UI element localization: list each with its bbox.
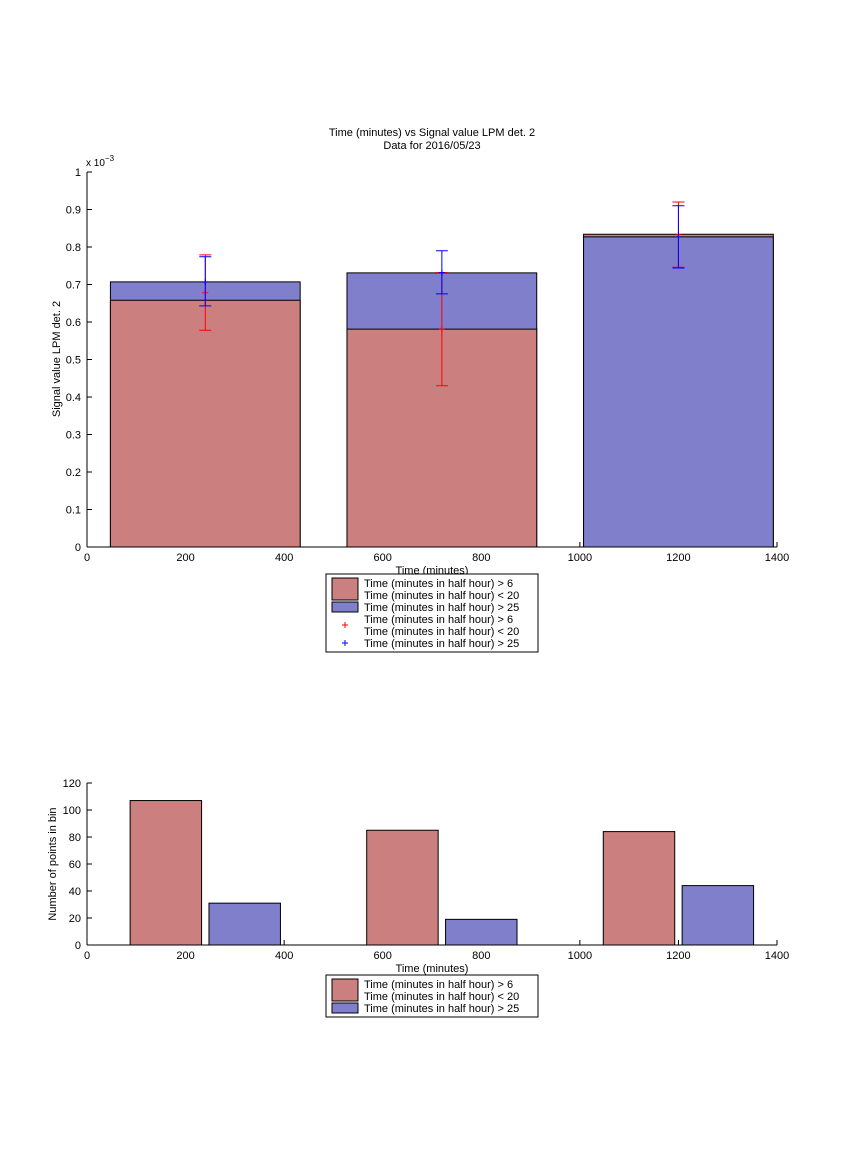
y-exponent-label: x 10−3: [86, 154, 115, 169]
legend-label: Time (minutes in half hour) < 20: [364, 626, 519, 638]
bar: [445, 918, 518, 946]
top-plot-area: 0 200 400 600 800 1000 1200 1400 0 0.1 0.2 0.3 0.4 0.…: [66, 167, 790, 564]
y-tick-label: 120: [63, 778, 81, 790]
x-tick-label: 200: [176, 552, 194, 564]
x-tick-label: 1400: [765, 950, 789, 962]
bar: [208, 902, 281, 946]
x-tick-label: 0: [84, 552, 90, 564]
y-tick-label: 0.9: [66, 205, 81, 217]
bottom-chart: 0 200 400 600 800 1000 1200 1400 0 20 40 60 80 100 120…: [47, 778, 790, 1018]
y-tick-label: 0.5: [66, 355, 81, 367]
legend-swatch: [331, 978, 359, 1002]
y-tick-label: 0: [75, 940, 81, 952]
legend-label: Time (minutes in half hour) > 6: [364, 979, 513, 991]
y-tick-label: 0.1: [66, 505, 81, 517]
legend-label: Time (minutes in half hour) < 20: [364, 991, 519, 1003]
legend-label: Time (minutes in half hour) > 25: [364, 638, 519, 650]
chart-subtitle: Data for 2016/05/23: [383, 140, 480, 152]
y-tick-label: 60: [69, 859, 81, 871]
x-tick-label: 800: [472, 950, 490, 962]
bottom-plot-area: 0 200 400 600 800 1000 1200 1400 0 20 40 60 80 100 120: [63, 778, 790, 962]
x-tick-label: 1000: [568, 950, 592, 962]
legend-swatch: [331, 577, 359, 601]
y-tick-label: 0.6: [66, 317, 81, 329]
x-tick-label: 1200: [666, 552, 690, 564]
bar: [681, 885, 755, 946]
legend-label: Time (minutes in half hour) > 25: [364, 602, 519, 614]
x-tick-label: 1400: [765, 552, 789, 564]
bar: [109, 299, 301, 548]
legend-label: Time (minutes in half hour) > 6: [364, 614, 513, 626]
legend-swatch: [331, 1002, 359, 1014]
y-tick-label: 80: [69, 832, 81, 844]
y-tick-label: 0.3: [66, 430, 81, 442]
legend-label: Time (minutes in half hour) > 6: [364, 578, 513, 590]
y-tick-label: 0.4: [66, 392, 81, 404]
x-tick-label: 200: [176, 950, 194, 962]
legend-label: Time (minutes in half hour) > 25: [364, 1003, 519, 1015]
y-axis-label: Signal value LPM det. 2: [51, 301, 63, 417]
y-tick-label: 100: [63, 805, 81, 817]
bar: [583, 236, 774, 548]
x-tick-label: 1200: [666, 950, 690, 962]
bar: [366, 829, 439, 946]
legend-box: [325, 974, 539, 1018]
y-tick-label: 20: [69, 913, 81, 925]
y-exponent-base: x 10: [86, 158, 105, 169]
x-tick-label: 600: [374, 552, 392, 564]
legend-label: Time (minutes in half hour) < 20: [364, 590, 519, 602]
x-tick-label: 800: [472, 552, 490, 564]
x-tick-label: 400: [275, 552, 293, 564]
y-tick-label: 0.7: [66, 280, 81, 292]
y-tick-label: 1: [75, 167, 81, 179]
x-tick-label: 400: [275, 950, 293, 962]
x-tick-label: 0: [84, 950, 90, 962]
y-tick-label: 40: [69, 886, 81, 898]
legend-box: [325, 573, 539, 653]
y-tick-label: 0.2: [66, 467, 81, 479]
bar: [129, 800, 203, 946]
y-tick-label: 0.8: [66, 242, 81, 254]
y-axis-label: Number of points in bin: [47, 807, 59, 920]
y-tick-label: 0: [75, 542, 81, 554]
bar: [602, 831, 676, 946]
x-tick-label: 600: [374, 950, 392, 962]
y-exponent-power: −3: [105, 154, 115, 163]
top-chart: Time (minutes) vs Signal value LPM det. …: [51, 127, 790, 653]
x-axis-label: Time (minutes): [396, 963, 469, 975]
legend-swatch: [331, 601, 359, 613]
chart-title: Time (minutes) vs Signal value LPM det. …: [329, 127, 535, 139]
x-tick-label: 1000: [568, 552, 592, 564]
